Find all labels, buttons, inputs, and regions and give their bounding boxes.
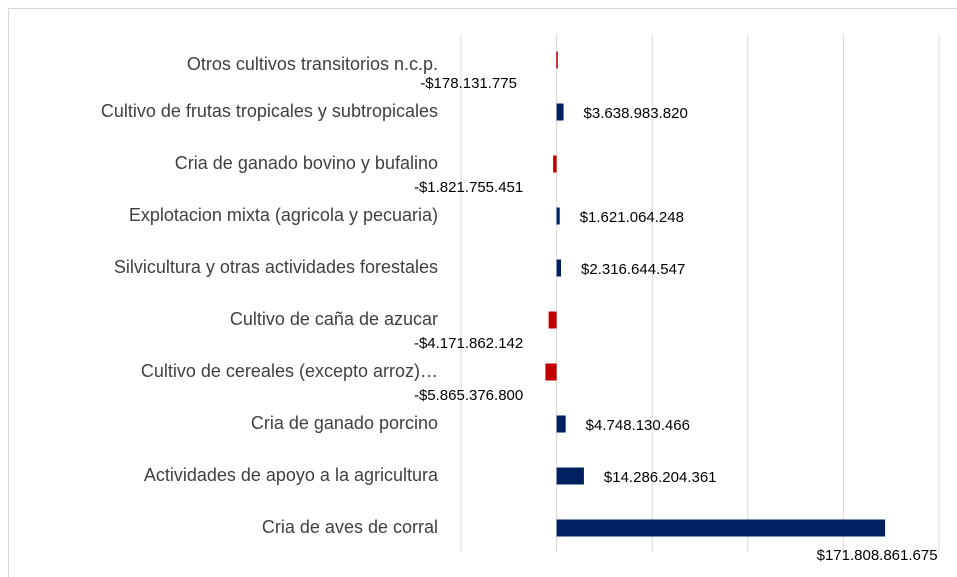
bar [556, 103, 564, 121]
bar [556, 415, 566, 433]
value-label: -$4.171.862.142 [414, 335, 523, 352]
bar [556, 51, 558, 69]
category-label: Cria de ganado bovino y bufalino [175, 153, 438, 173]
value-label: $14.286.204.361 [604, 469, 717, 486]
category-label: Cria de aves de corral [262, 517, 438, 537]
value-label: $1.621.064.248 [580, 209, 684, 226]
value-label: $171.808.861.675 [817, 547, 938, 564]
bar [553, 155, 557, 173]
value-label: $2.316.644.547 [581, 261, 685, 278]
bar [545, 363, 557, 381]
value-label: -$5.865.376.800 [414, 387, 523, 404]
bar [556, 207, 560, 225]
category-label: Explotacion mixta (agricola y pecuaria) [129, 205, 438, 225]
value-label: -$1.821.755.451 [414, 179, 523, 196]
value-label: -$178.131.775 [420, 75, 517, 92]
category-label: Cria de ganado porcino [251, 413, 438, 433]
value-label: $4.748.130.466 [586, 417, 690, 434]
category-label: Cultivo de frutas tropicales y subtropic… [101, 101, 438, 121]
chart-frame [8, 8, 957, 577]
bar [548, 311, 557, 329]
category-label: Otros cultivos transitorios n.c.p. [187, 54, 438, 74]
category-label: Silvicultura y otras actividades foresta… [114, 257, 438, 277]
category-label: Cultivo de cereales (excepto arroz)… [141, 361, 438, 381]
bar [556, 259, 562, 277]
bar [556, 519, 886, 537]
bar [556, 467, 584, 485]
category-label: Cultivo de caña de azucar [230, 309, 438, 329]
value-label: $3.638.983.820 [584, 105, 688, 122]
category-label: Actividades de apoyo a la agricultura [144, 465, 439, 485]
